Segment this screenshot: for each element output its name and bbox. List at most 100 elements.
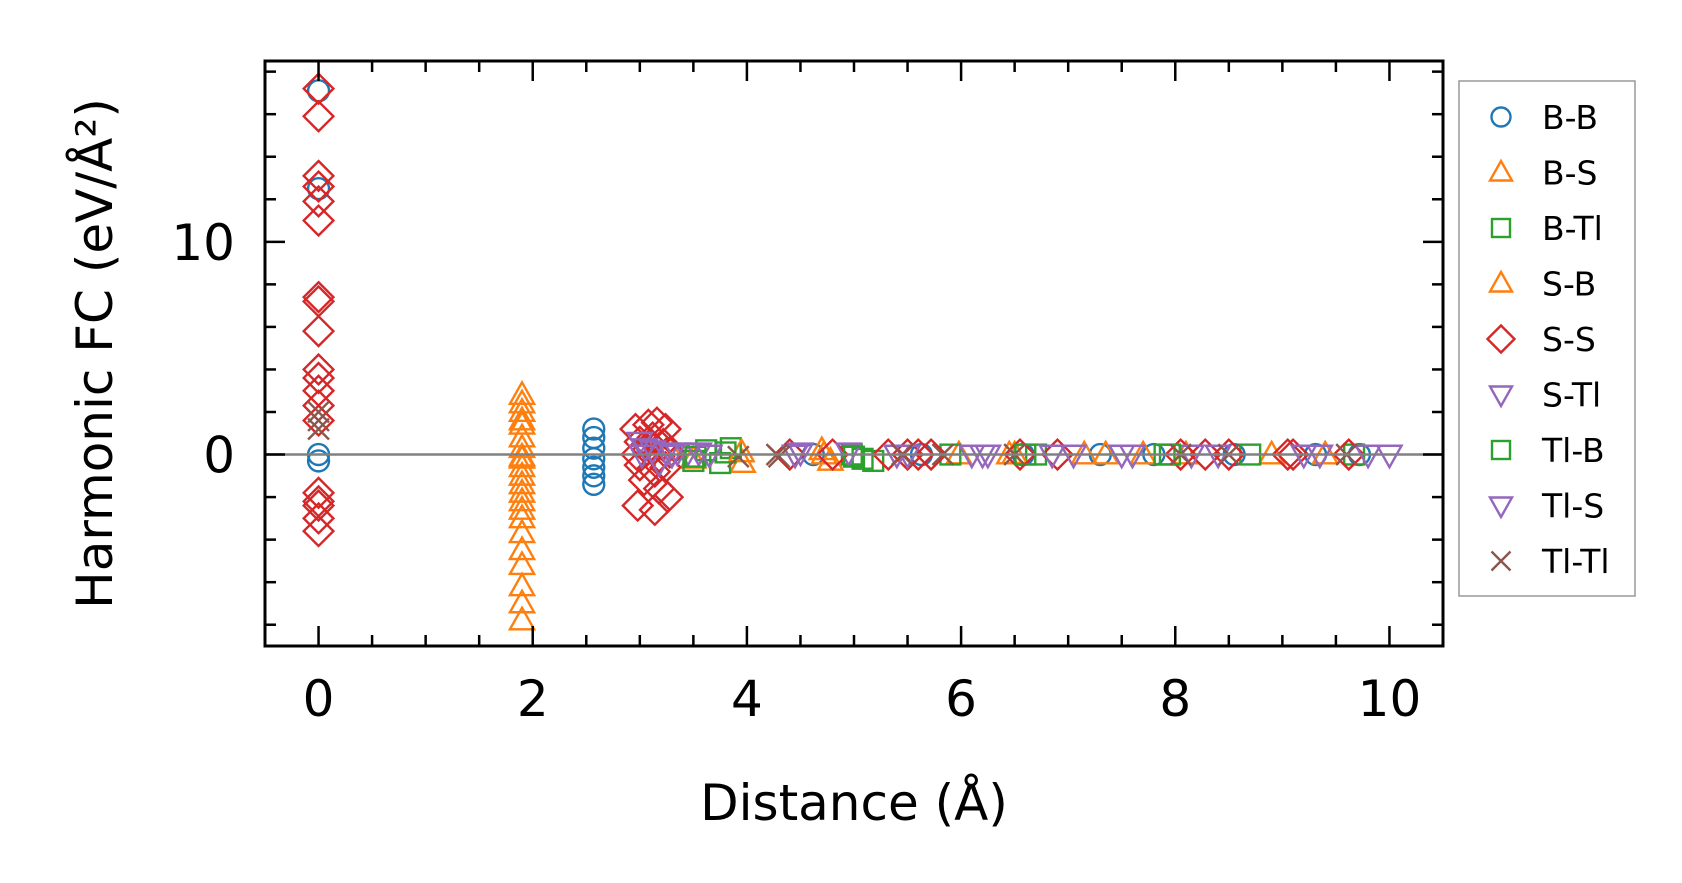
marker-b-b — [582, 472, 606, 496]
marker-tl-b — [842, 445, 866, 468]
marker-b-b — [306, 176, 331, 201]
marker-b-s — [507, 518, 537, 544]
marker-tl-tl — [307, 409, 330, 432]
marker-s-s — [773, 437, 807, 472]
marker-b-s — [507, 486, 537, 512]
marker-tl-s — [780, 444, 810, 470]
marker-b-s — [1311, 439, 1340, 465]
marker-b-b — [306, 79, 331, 103]
marker-tl-s — [1289, 444, 1318, 470]
marker-tl-s — [695, 444, 724, 470]
marker-s-s — [1212, 437, 1246, 472]
legend-label-s-tl: S-Tl — [1542, 376, 1601, 415]
legend-marker-s-tl — [1487, 385, 1515, 409]
legend-marker-tl-b — [1490, 439, 1512, 461]
marker-s-tl — [1203, 444, 1233, 470]
legend-items: B-B B-S B-Tl S-B S-S S-Tl Tl-B Tl-S Tl-Tl — [1485, 98, 1610, 581]
marker-b-b — [582, 447, 606, 471]
legend-marker-s-b — [1487, 269, 1515, 293]
marker-s-s — [301, 169, 336, 204]
marker-s-s — [1276, 437, 1310, 472]
marker-s-tl — [1375, 444, 1404, 470]
marker-s-tl — [1059, 444, 1088, 470]
marker-s-s — [640, 406, 674, 440]
x-tick-label: 6 — [945, 670, 977, 728]
legend-marker-b-tl — [1490, 217, 1512, 239]
legend-label-b-s: B-S — [1542, 154, 1598, 193]
marker-tl-tl — [767, 445, 791, 468]
marker-tl-s — [657, 444, 687, 470]
marker-s-s — [1271, 437, 1305, 472]
marker-b-s — [507, 605, 537, 631]
marker-s-s — [301, 361, 336, 395]
x-tick-label: 2 — [517, 670, 549, 728]
marker-b-s — [507, 550, 537, 576]
axis-ticks — [263, 61, 1445, 646]
marker-s-s — [301, 184, 336, 218]
marker-b-s — [507, 503, 537, 529]
legend-label-tl-s: Tl-S — [1541, 487, 1604, 526]
legend-label-s-b: S-B — [1542, 265, 1596, 304]
marker-tl-s — [968, 444, 997, 470]
marker-s-s — [1164, 437, 1198, 472]
marker-b-s — [507, 396, 537, 422]
marker-tl-b — [684, 445, 707, 468]
x-tick-label: 10 — [1358, 670, 1422, 728]
marker-s-s — [914, 437, 948, 472]
x-tick-label: 0 — [303, 670, 335, 728]
x-tick-label: 8 — [1159, 670, 1191, 728]
marker-b-b — [582, 455, 606, 479]
x-axis-title: Distance (Å) — [700, 774, 1008, 832]
marker-b-s — [816, 445, 845, 471]
marker-s-s — [627, 463, 661, 497]
legend-label-s-s: S-S — [1542, 320, 1596, 359]
marker-tl-s — [1107, 444, 1136, 470]
marker-s-s — [621, 489, 655, 523]
axis-tick-labels: 0 2 4 6 8 10 0 10 — [171, 214, 1421, 728]
marker-b-s — [507, 588, 537, 614]
marker-b-s — [1128, 439, 1158, 465]
marker-tl-tl — [727, 445, 750, 468]
marker-b-b — [582, 464, 606, 488]
marker-b-s — [507, 469, 537, 495]
marker-b-s — [1257, 439, 1286, 465]
legend-marker-tl-s — [1487, 496, 1515, 520]
marker-b-b — [306, 449, 331, 473]
marker-s-s — [301, 72, 336, 106]
legend-marker-tl-tl — [1490, 550, 1512, 572]
marker-s-s — [301, 280, 336, 314]
marker-s-s — [301, 403, 336, 438]
marker-s-s — [1040, 437, 1075, 472]
legend-label-b-tl: B-Tl — [1542, 209, 1603, 248]
marker-b-s — [507, 460, 537, 486]
y-axis-title: Harmonic FC (eV/Å²) — [66, 98, 124, 609]
data-markers — [301, 72, 1404, 631]
marker-b-s — [507, 535, 537, 561]
legend-marker-s-s — [1485, 323, 1517, 355]
marker-tl-tl — [307, 400, 330, 424]
marker-b-s — [507, 379, 537, 405]
marker-s-b — [507, 409, 537, 435]
marker-s-s — [301, 99, 336, 133]
legend-label-tl-b: Tl-B — [1541, 431, 1605, 470]
marker-b-s — [1070, 439, 1099, 465]
marker-b-s — [507, 571, 537, 597]
marker-s-s — [301, 314, 336, 348]
legend-marker-b-s — [1487, 158, 1515, 182]
marker-s-s — [301, 489, 336, 523]
plot-frame — [263, 59, 1445, 648]
y-tick-label: 10 — [171, 214, 235, 272]
marker-s-s — [301, 501, 336, 535]
marker-s-s — [301, 159, 336, 193]
marker-b-b — [582, 436, 606, 460]
marker-b-s — [1091, 439, 1120, 465]
marker-s-tl — [1353, 444, 1383, 470]
y-tick-label: 0 — [203, 427, 235, 485]
marker-b-b — [582, 417, 606, 441]
marker-b-s — [507, 405, 537, 431]
marker-b-s — [507, 477, 537, 503]
legend-marker-b-b — [1490, 106, 1512, 128]
marker-s-s — [301, 514, 336, 548]
marker-s-tl — [1177, 444, 1206, 470]
